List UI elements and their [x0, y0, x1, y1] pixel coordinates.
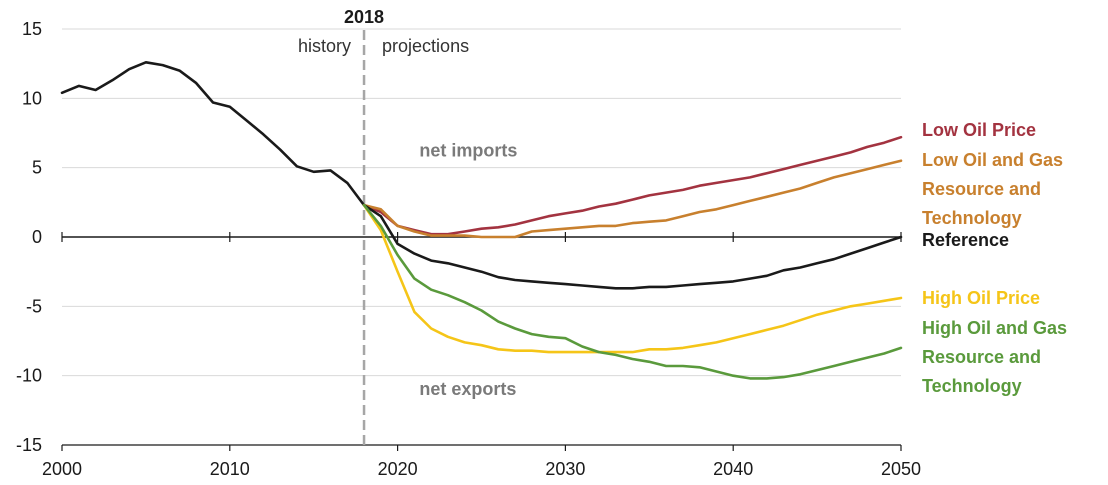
x-tick-label: 2050 [881, 459, 921, 479]
series-label-high-oil-and-gas-resource-and-technology: High Oil and Gas [922, 318, 1067, 338]
y-tick-label: -15 [16, 435, 42, 455]
projections-label: projections [382, 36, 469, 56]
series-label-high-oil-and-gas-resource-and-technology: Resource and [922, 347, 1041, 367]
x-tick-label: 2000 [42, 459, 82, 479]
y-tick-label: 5 [32, 158, 42, 178]
y-tick-label: -5 [26, 296, 42, 316]
x-tick-label: 2010 [210, 459, 250, 479]
projection-divider: 2018 history projections [298, 7, 469, 445]
series-label-low-oil-and-gas-resource-and-technology: Resource and [922, 179, 1041, 199]
history-label: history [298, 36, 351, 56]
series-line-low-oil-price [362, 135, 903, 236]
y-tick-label: 10 [22, 88, 42, 108]
series-line-high-oil-and-gas-resource-and-technology [362, 203, 903, 380]
series-label-low-oil-and-gas-resource-and-technology: Technology [922, 208, 1022, 228]
x-tick-label: 2040 [713, 459, 753, 479]
series-label-high-oil-and-gas-resource-and-technology: Technology [922, 376, 1022, 396]
series-label-reference: Reference [922, 230, 1009, 250]
series-label-high-oil-price: High Oil Price [922, 288, 1040, 308]
series-line-high-oil-price [362, 203, 903, 354]
divider-year-label: 2018 [344, 7, 384, 27]
net-imports-label: net imports [419, 141, 517, 161]
series-labels: Low Oil Price Low Oil and Gas Resource and… [922, 120, 1067, 396]
series-line-reference [60, 61, 903, 290]
x-tick-label: 2030 [545, 459, 585, 479]
series-label-low-oil-price: Low Oil Price [922, 120, 1036, 140]
x-tick-label: 2020 [378, 459, 418, 479]
y-tick-label: 15 [22, 19, 42, 39]
series-label-low-oil-and-gas-resource-and-technology: Low Oil and Gas [922, 150, 1063, 170]
series-lines [60, 61, 903, 380]
series-line-low-oil-and-gas-resource-and-technology [362, 159, 903, 239]
y-tick-label: 0 [32, 227, 42, 247]
net-exports-label: net exports [419, 379, 516, 399]
y-tick-label: -10 [16, 366, 42, 386]
